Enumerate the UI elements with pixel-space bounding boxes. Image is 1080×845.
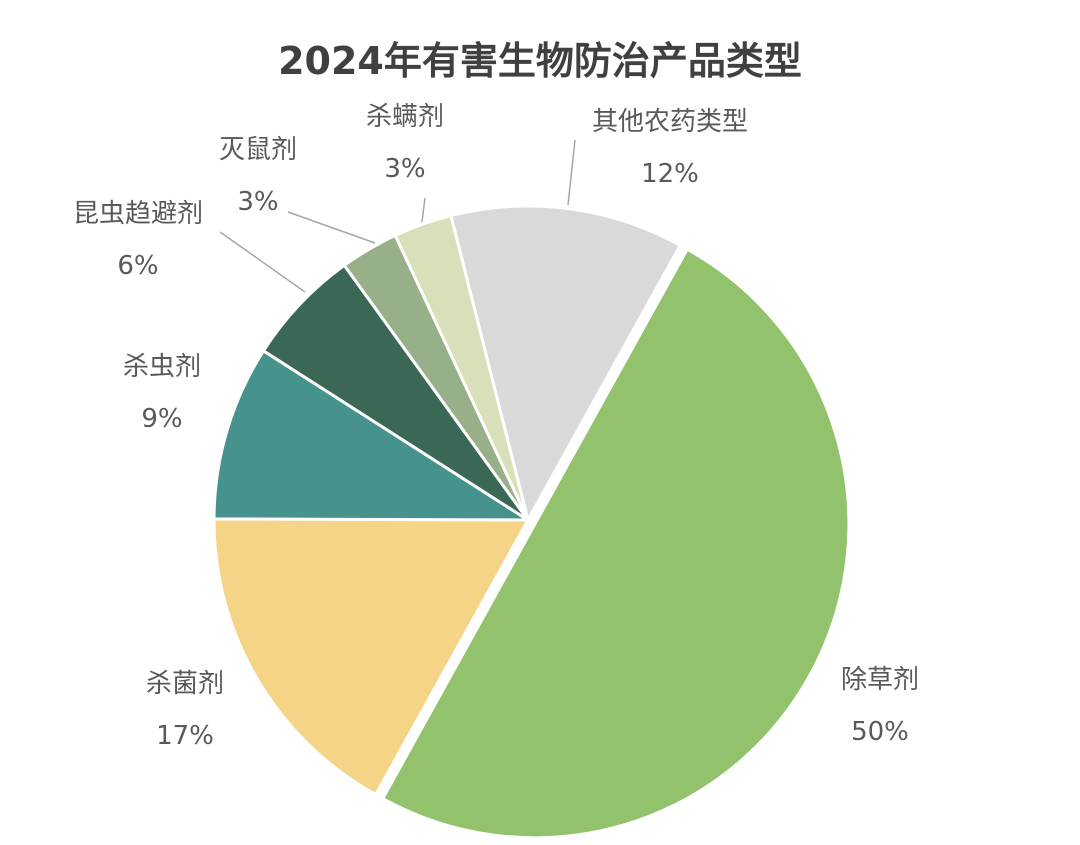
slice-value-5: 3%	[384, 154, 425, 184]
pie-slice-0	[380, 247, 851, 840]
slice-value-3: 6%	[117, 251, 158, 281]
slice-label-2: 杀虫剂	[123, 352, 201, 382]
slice-label-4: 灭鼠剂	[219, 135, 297, 165]
pie-slice-3	[261, 263, 530, 522]
slice-value-1: 17%	[156, 721, 214, 751]
slice-label-3: 昆虫趋避剂	[73, 199, 203, 229]
slice-value-2: 9%	[141, 404, 182, 434]
pie-slice-1	[212, 517, 531, 797]
leader-line-4	[287, 211, 376, 244]
slice-label-6: 其他农药类型	[592, 107, 748, 137]
slice-value-0: 50%	[851, 717, 909, 747]
slice-label-5: 杀螨剂	[366, 102, 444, 132]
leader-line-3	[219, 231, 306, 293]
slice-label-1: 杀菌剂	[146, 669, 224, 699]
slice-label-0: 除草剂	[841, 665, 919, 695]
pie-slice-6	[449, 204, 683, 525]
chart-title: 2024年有害生物防治产品类型	[278, 39, 802, 83]
leader-line-5	[421, 197, 426, 223]
leader-line-6	[567, 139, 576, 206]
pie-slice-2	[212, 348, 534, 522]
slice-value-6: 12%	[641, 159, 699, 189]
slice-value-4: 3%	[237, 187, 278, 217]
